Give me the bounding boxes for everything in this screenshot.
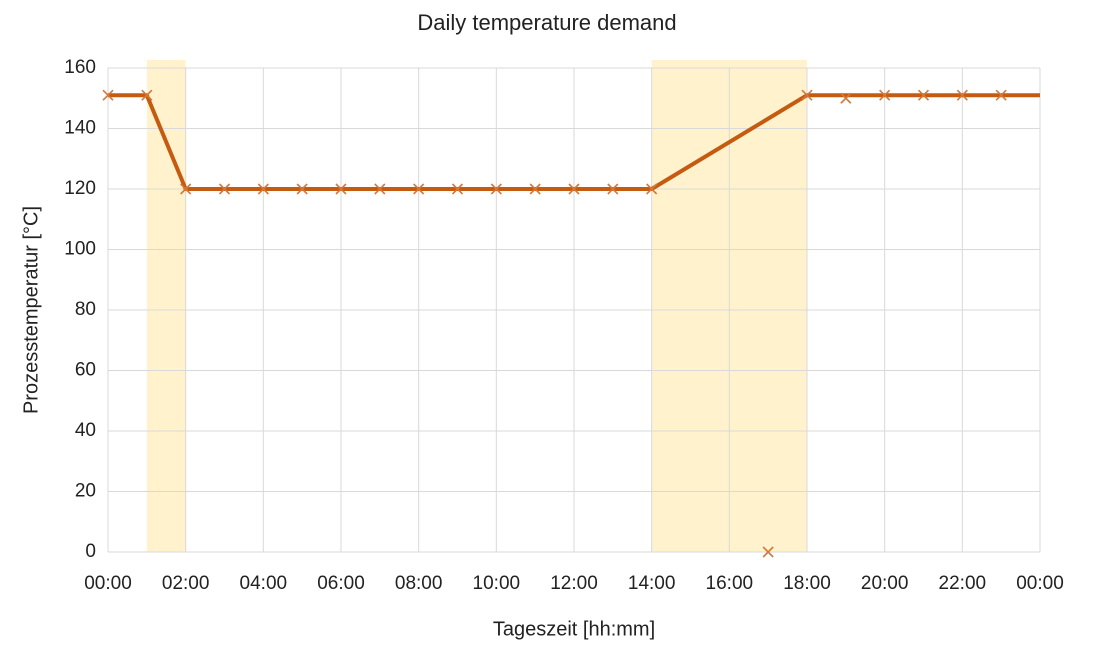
y-tick-label: 140 — [64, 118, 96, 139]
x-tick-label: 06:00 — [317, 573, 365, 594]
x-tick-label: 00:00 — [1016, 573, 1064, 594]
data-marker — [374, 183, 386, 195]
chart-title: Daily temperature demand — [417, 10, 676, 35]
data-marker — [335, 183, 347, 195]
data-marker — [141, 89, 153, 101]
y-tick-label: 120 — [64, 178, 96, 199]
x-tick-label: 12:00 — [550, 573, 598, 594]
y-tick-label: 40 — [75, 420, 96, 441]
y-tick-label: 80 — [75, 299, 96, 320]
data-marker — [218, 183, 231, 195]
data-marker — [607, 183, 619, 195]
y-tick-label: 0 — [85, 541, 96, 562]
y-tick-label: 20 — [75, 481, 96, 502]
data-marker — [801, 89, 813, 101]
x-tick-label: 02:00 — [162, 573, 210, 594]
data-marker — [646, 183, 658, 195]
data-marker — [490, 183, 502, 195]
y-tick-label: 160 — [64, 57, 96, 78]
y-axis-label: Prozesstemperatur [°C] — [20, 206, 42, 414]
x-tick-label: 14:00 — [628, 573, 676, 594]
data-marker — [917, 89, 930, 101]
data-marker — [180, 183, 192, 195]
x-tick-label: 00:00 — [84, 573, 132, 594]
x-tick-label: 08:00 — [395, 573, 443, 594]
data-marker — [840, 92, 852, 104]
y-tick-label: 100 — [64, 239, 96, 260]
x-axis-label: Tageszeit [hh:mm] — [493, 618, 655, 640]
data-marker — [451, 183, 464, 195]
data-marker — [413, 183, 425, 195]
x-tick-label: 22:00 — [939, 573, 987, 594]
x-tick-label: 04:00 — [240, 573, 288, 594]
data-marker — [568, 183, 580, 195]
data-marker — [956, 89, 968, 101]
x-tick-label: 20:00 — [861, 573, 909, 594]
y-tick-label: 60 — [75, 360, 96, 381]
data-marker — [529, 183, 541, 195]
data-marker — [296, 183, 308, 195]
data-marker — [762, 546, 774, 558]
x-tick-label: 18:00 — [783, 573, 831, 594]
data-marker — [995, 89, 1007, 101]
data-marker — [102, 89, 114, 101]
x-tick-label: 10:00 — [473, 573, 521, 594]
data-marker — [257, 183, 269, 195]
highlight-band — [146, 60, 186, 552]
data-marker — [879, 89, 891, 101]
x-tick-label: 16:00 — [706, 573, 754, 594]
